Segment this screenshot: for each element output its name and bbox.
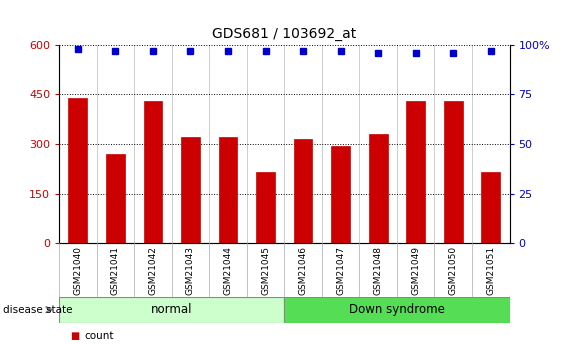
Text: GSM21042: GSM21042 (149, 246, 158, 295)
Bar (181, 137, 200, 243)
Text: disease state: disease state (3, 305, 72, 315)
Text: ■: ■ (70, 332, 79, 341)
Text: GSM21047: GSM21047 (336, 246, 345, 295)
Text: GSM21043: GSM21043 (186, 246, 195, 295)
Bar (106, 154, 125, 243)
Bar (256, 172, 275, 243)
Bar (481, 172, 500, 243)
Bar (69, 98, 87, 243)
Title: GDS681 / 103692_at: GDS681 / 103692_at (212, 27, 356, 41)
Bar (59, 297, 284, 323)
Bar (144, 101, 162, 243)
Bar (406, 101, 425, 243)
Text: Down syndrome: Down syndrome (349, 303, 445, 316)
Text: GSM21045: GSM21045 (261, 246, 270, 295)
Text: GSM21046: GSM21046 (298, 246, 307, 295)
Text: GSM21049: GSM21049 (411, 246, 420, 295)
Text: GSM21048: GSM21048 (374, 246, 383, 295)
Bar (444, 101, 463, 243)
Text: GSM21040: GSM21040 (73, 246, 82, 295)
Bar (369, 134, 387, 243)
Bar (284, 297, 510, 323)
Text: GSM21041: GSM21041 (111, 246, 120, 295)
Text: GSM21050: GSM21050 (449, 246, 458, 295)
Text: GSM21051: GSM21051 (486, 246, 495, 295)
Bar (331, 146, 350, 243)
Bar (294, 139, 312, 243)
Text: count: count (84, 332, 114, 341)
Text: GSM21044: GSM21044 (224, 246, 233, 295)
Bar (218, 137, 238, 243)
Text: normal: normal (151, 303, 193, 316)
